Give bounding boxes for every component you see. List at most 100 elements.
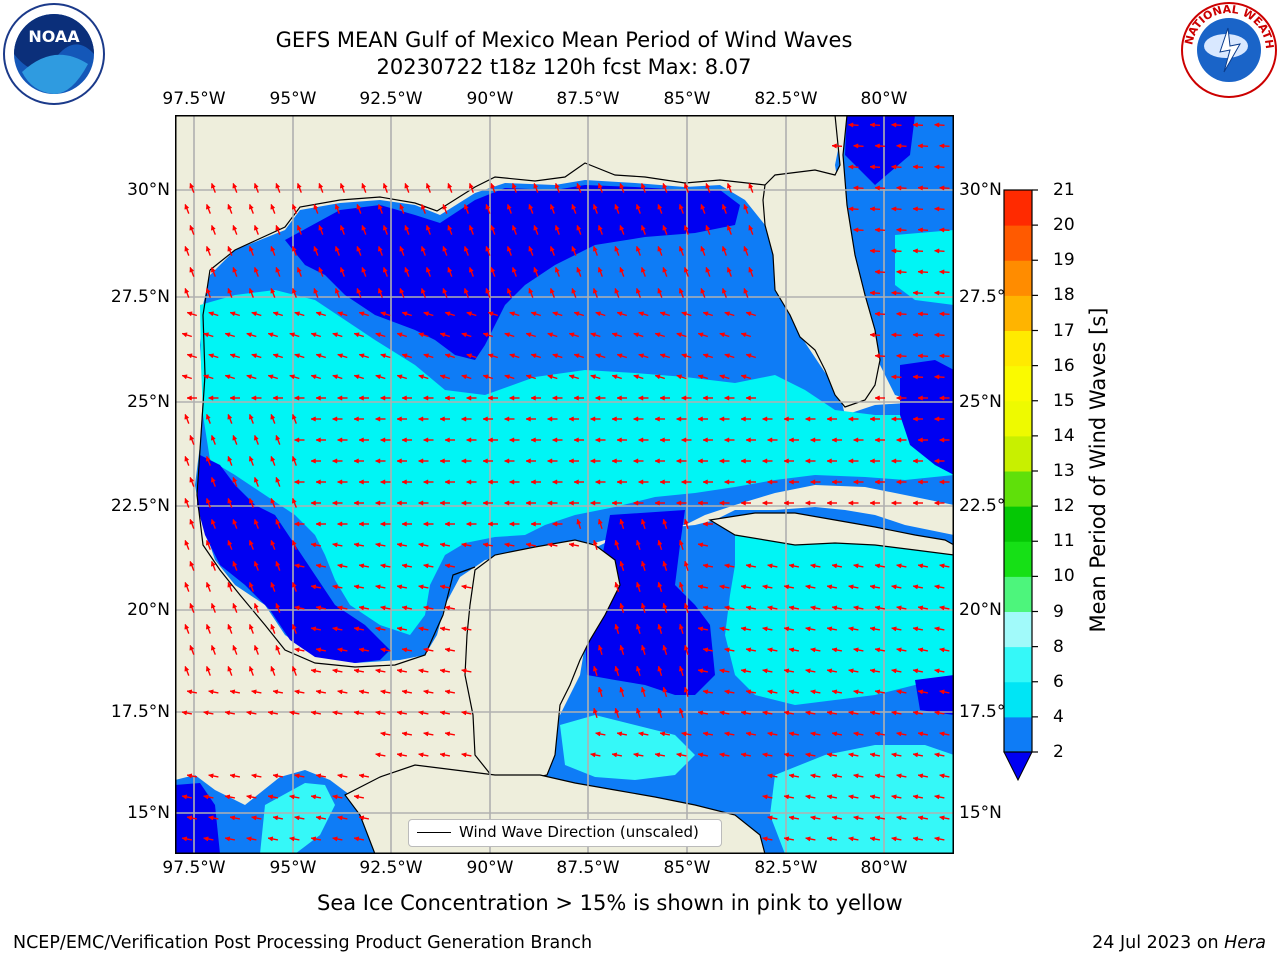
wind-wave-arrowhead bbox=[917, 227, 923, 233]
wind-wave-arrowhead bbox=[267, 332, 274, 338]
wind-wave-arrowhead bbox=[678, 665, 684, 672]
wind-wave-arrowhead bbox=[227, 623, 233, 630]
wind-wave-arrowhead bbox=[848, 584, 854, 590]
wind-wave-arrowhead bbox=[826, 710, 833, 716]
wind-wave-arrowhead bbox=[723, 479, 730, 485]
wind-wave-arrowhead bbox=[869, 206, 875, 212]
wind-wave-arrowhead bbox=[207, 395, 214, 401]
wind-wave-arrowhead bbox=[853, 815, 859, 821]
wind-wave-arrowhead bbox=[399, 287, 405, 294]
wind-wave-arrowhead bbox=[826, 416, 832, 422]
wind-wave-arrowhead bbox=[745, 563, 752, 569]
wind-wave-arrowhead bbox=[847, 458, 854, 464]
wind-wave-arrowhead bbox=[275, 602, 281, 609]
wind-wave-arrowhead bbox=[275, 644, 281, 651]
wind-wave-arrowhead bbox=[482, 542, 489, 548]
wind-wave-arrowhead bbox=[439, 374, 446, 380]
wind-wave-arrowhead bbox=[211, 476, 216, 483]
wind-wave-arrowhead bbox=[805, 710, 811, 716]
wind-wave-arrowhead bbox=[702, 437, 708, 443]
wind-wave-arrowhead bbox=[211, 560, 216, 567]
wind-wave-arrowhead bbox=[335, 287, 340, 294]
wind-wave-arrowhead bbox=[292, 497, 297, 504]
wind-wave-arrowhead bbox=[869, 164, 875, 170]
wind-wave-arrowhead bbox=[289, 710, 295, 716]
wind-wave-arrowhead bbox=[831, 647, 838, 653]
wind-wave-arrowhead bbox=[275, 224, 281, 231]
wind-wave-arrowhead bbox=[917, 269, 923, 275]
wind-wave-arrowhead bbox=[353, 668, 360, 674]
wind-wave-arrowhead bbox=[508, 395, 515, 401]
wind-wave-arrowhead bbox=[439, 668, 446, 674]
wind-wave-arrowhead bbox=[336, 521, 343, 527]
wind-wave-arrowhead bbox=[611, 374, 618, 380]
wind-wave-arrowhead bbox=[611, 416, 617, 422]
wind-wave-arrowhead bbox=[896, 563, 902, 569]
wind-wave-arrowhead bbox=[718, 458, 725, 464]
wind-wave-arrowhead bbox=[401, 311, 408, 317]
wind-wave-arrowhead bbox=[826, 752, 833, 758]
wind-wave-arrowhead bbox=[890, 332, 897, 338]
wind-wave-arrowhead bbox=[869, 836, 876, 842]
wind-wave-arrowhead bbox=[568, 500, 574, 506]
wind-wave-arrowhead bbox=[275, 266, 281, 273]
wind-wave-arrowhead bbox=[270, 539, 276, 546]
colorbar-bin bbox=[1004, 400, 1032, 437]
wind-wave-arrowhead bbox=[482, 374, 489, 380]
wind-wave-arrowhead bbox=[657, 707, 663, 714]
wind-wave-arrowhead bbox=[810, 815, 816, 821]
wind-wave-arrowhead bbox=[933, 122, 940, 128]
mexico-coast bbox=[196, 269, 476, 668]
wind-wave-arrowhead bbox=[635, 581, 641, 588]
wind-wave-arrowhead bbox=[895, 227, 902, 233]
wind-wave-arrowhead bbox=[254, 602, 259, 609]
wind-wave-arrowhead bbox=[657, 203, 663, 210]
wind-wave-arrowhead bbox=[401, 647, 408, 653]
wind-wave-arrowhead bbox=[315, 605, 322, 611]
cuba-island bbox=[708, 512, 954, 556]
wind-wave-arrowhead bbox=[597, 518, 603, 525]
wind-wave-arrowhead bbox=[679, 203, 684, 210]
wind-wave-arrowhead bbox=[270, 455, 276, 462]
wind-wave-arrowhead bbox=[186, 353, 193, 359]
wind-wave-arrowhead bbox=[641, 182, 646, 189]
wind-wave-arrowhead bbox=[294, 773, 300, 779]
wind-wave-arrowhead bbox=[461, 584, 467, 590]
wind-wave-arrowhead bbox=[745, 395, 751, 401]
wind-wave-arrowhead bbox=[938, 353, 945, 359]
wind-wave-arrowhead bbox=[353, 416, 359, 422]
wind-wave-arrowhead bbox=[374, 416, 381, 422]
wind-wave-arrowhead bbox=[874, 605, 881, 611]
wind-wave-arrowhead bbox=[512, 224, 517, 231]
wind-wave-arrowhead bbox=[891, 752, 897, 758]
wind-wave-arrowhead bbox=[525, 500, 531, 506]
wind-wave-arrowhead bbox=[375, 626, 381, 632]
wind-wave-arrowhead bbox=[912, 836, 919, 842]
wind-wave-arrowhead bbox=[396, 710, 403, 716]
wind-wave-arrowhead bbox=[637, 437, 644, 443]
wind-wave-arrowhead bbox=[224, 374, 231, 380]
wind-wave-arrowhead bbox=[598, 182, 603, 189]
wind-wave-arrowhead bbox=[189, 224, 195, 231]
wind-wave-arrowhead bbox=[933, 332, 940, 338]
wind-wave-arrowhead bbox=[270, 287, 276, 294]
wind-wave-arrowhead bbox=[576, 518, 582, 525]
wind-wave-arrowhead bbox=[227, 287, 233, 294]
wind-wave-arrowhead bbox=[681, 353, 688, 359]
wind-wave-arrowhead bbox=[401, 731, 408, 737]
wind-wave-arrowhead bbox=[186, 689, 193, 695]
wind-wave-arrowhead bbox=[487, 353, 494, 359]
wind-wave-arrowhead bbox=[640, 560, 646, 567]
wind-wave-arrowhead bbox=[809, 479, 816, 485]
wind-wave-arrowhead bbox=[662, 686, 668, 693]
nws-logo: NATIONAL WEATHER SERVICE bbox=[1178, 0, 1277, 98]
wind-wave-arrowhead bbox=[547, 542, 553, 548]
wind-wave-arrowhead bbox=[891, 794, 897, 800]
wind-wave-arrowhead bbox=[401, 353, 408, 359]
wind-wave-arrowhead bbox=[788, 437, 794, 443]
wind-wave-arrowhead bbox=[890, 164, 897, 170]
wind-wave-arrowhead bbox=[896, 605, 902, 611]
wind-wave-arrowhead bbox=[292, 581, 297, 588]
wind-wave-arrowhead bbox=[869, 248, 875, 254]
wind-wave-arrowhead bbox=[847, 500, 854, 506]
